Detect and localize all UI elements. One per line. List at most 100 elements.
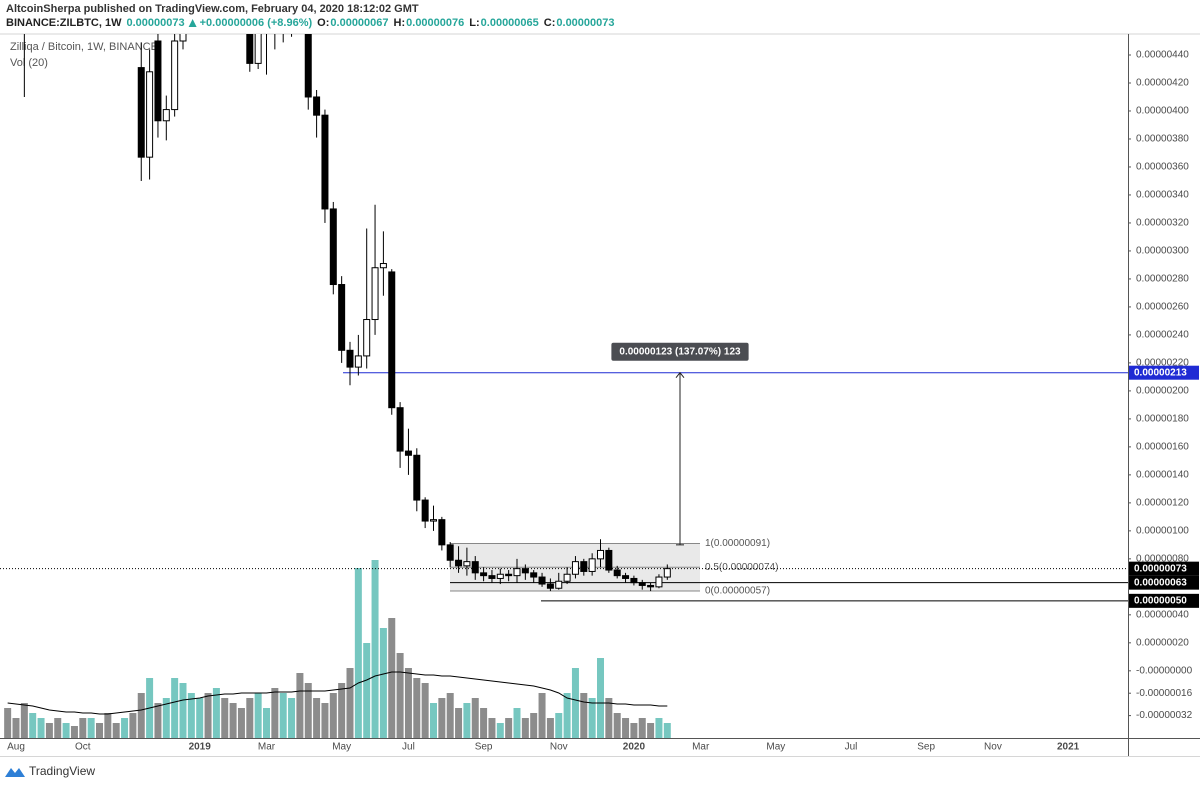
- volume-bar: [62, 723, 70, 738]
- x-tick-label: Sep: [475, 742, 493, 753]
- volume-bar: [70, 726, 78, 738]
- price-label-box: [1129, 365, 1199, 380]
- volume-bar: [371, 560, 379, 738]
- volume-bar: [29, 713, 37, 738]
- volume-bar: [363, 643, 371, 738]
- chart-title: Zilliqa / Bitcoin, 1W, BINANCE: [10, 41, 158, 53]
- price-label-box: [1129, 593, 1199, 608]
- volume-bar: [196, 698, 204, 738]
- y-tick-label: 0.00000040: [1136, 609, 1189, 620]
- candle-body: [363, 319, 371, 357]
- header-text: 0.00000065: [481, 17, 539, 29]
- candle-body: [430, 519, 437, 522]
- volume-bar: [171, 678, 179, 738]
- candle-body: [421, 499, 429, 522]
- volume-bar: [496, 723, 504, 738]
- volume-bar: [288, 698, 296, 738]
- y-tick-label: 0.00000100: [1136, 525, 1189, 536]
- volume-bar: [638, 718, 646, 738]
- volume-bar: [421, 683, 429, 738]
- candle-body: [321, 114, 329, 210]
- x-tick-label: Sep: [917, 742, 935, 753]
- volume-bar: [304, 683, 312, 738]
- candle-body: [329, 208, 337, 286]
- x-tick-label: Nov: [984, 742, 1002, 753]
- publisher: AltcoinSherpa published on TradingView.c…: [6, 3, 419, 15]
- measure-label-box: [611, 342, 749, 361]
- volume-bar: [446, 693, 454, 738]
- candle-body: [404, 450, 412, 456]
- volume-bar: [655, 718, 663, 738]
- volume-bar: [571, 668, 579, 738]
- candle-body: [638, 582, 646, 586]
- volume-bar: [438, 698, 446, 738]
- candle-body: [146, 71, 154, 158]
- candle-body: [663, 568, 671, 578]
- candle-body: [304, 34, 312, 98]
- volume-bar: [555, 713, 563, 738]
- volume-bar: [413, 678, 421, 738]
- y-tick-label: 0.00000180: [1136, 414, 1189, 425]
- header-text: 0.00000076: [406, 17, 464, 29]
- volume-bar: [237, 708, 245, 738]
- price-label: 0.00000063: [1134, 577, 1187, 588]
- x-tick-label: 2019: [189, 742, 212, 753]
- volume-bar: [321, 703, 329, 738]
- candle-body: [254, 34, 262, 64]
- header-text: L:: [469, 17, 479, 29]
- candle-body: [379, 263, 387, 269]
- candle-body: [563, 573, 571, 582]
- candle-body: [555, 580, 563, 589]
- candle-body: [246, 34, 254, 64]
- candle-body: [179, 34, 187, 42]
- volume-bar: [246, 698, 254, 738]
- volume-bar: [221, 698, 229, 738]
- header-text: BINANCE:ZILBTC, 1W: [6, 17, 122, 29]
- volume-bar: [538, 693, 546, 738]
- candle-body: [580, 561, 588, 572]
- candle-body: [546, 583, 554, 589]
- volume-bar: [20, 703, 28, 738]
- volume-bar: [597, 658, 604, 738]
- y-tick-label: 0.00000420: [1136, 78, 1189, 89]
- footer-brand: TradingView: [29, 764, 95, 778]
- volume-bar: [379, 628, 387, 738]
- symbol-line: BINANCE:ZILBTC, 1W 0.00000073 +0.00000006 …: [6, 17, 615, 29]
- candle-body: [488, 575, 496, 579]
- volume-bar: [271, 688, 279, 738]
- candle-body: [171, 40, 179, 111]
- volume-bar: [580, 693, 588, 738]
- candle-body: [471, 561, 479, 574]
- y-tick-label: 0.00000260: [1136, 302, 1189, 313]
- y-tick-label: 0.00000020: [1136, 637, 1189, 648]
- y-tick-label: 0.00000320: [1136, 218, 1189, 229]
- y-tick-label: 0.00000200: [1136, 386, 1189, 397]
- volume-bar: [396, 653, 404, 738]
- y-tick-label: -0.00000032: [1136, 710, 1193, 721]
- candle-body: [154, 40, 162, 122]
- y-tick-label: 0.00000220: [1136, 358, 1189, 369]
- measure-arrowhead: [675, 371, 685, 379]
- candle-body: [605, 549, 613, 571]
- candle-body: [538, 576, 546, 585]
- candle-body: [588, 558, 596, 572]
- y-tick-label: -0.00000016: [1136, 688, 1193, 699]
- candle-body: [613, 569, 621, 577]
- candle-body: [463, 561, 471, 567]
- volume-legend: Vol (20): [10, 57, 48, 69]
- volume-bar: [513, 708, 521, 738]
- candle-body: [137, 67, 145, 158]
- candle-body: [354, 355, 362, 368]
- fib-label: 0(0.00000057): [705, 586, 770, 597]
- volume-bar: [263, 708, 270, 738]
- volume-bar: [137, 693, 145, 738]
- volume-bar: [4, 708, 12, 738]
- header-text: 0.00000073: [556, 17, 614, 29]
- header-text: 0.00000067: [330, 17, 388, 29]
- candle-body: [521, 568, 529, 574]
- volume-bar: [388, 618, 396, 738]
- y-tick-label: 0.00000120: [1136, 498, 1189, 509]
- y-tick-label: 0.00000340: [1136, 190, 1189, 201]
- x-tick-label: Nov: [550, 742, 568, 753]
- footer-logo: [5, 768, 25, 777]
